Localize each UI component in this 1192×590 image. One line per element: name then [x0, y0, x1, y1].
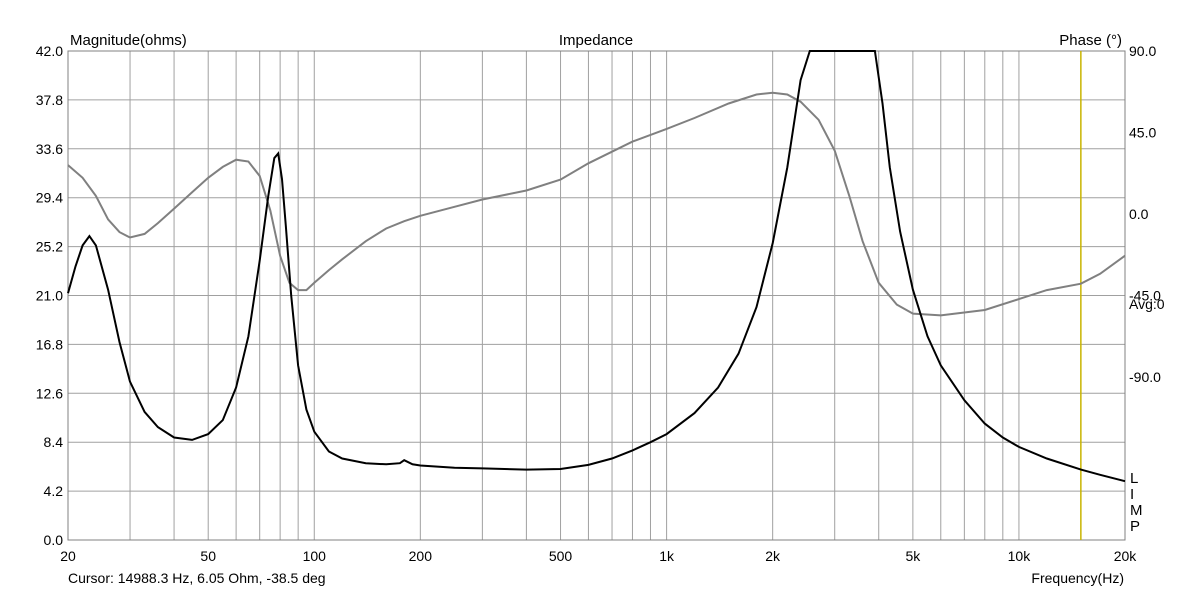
y-right-tick-labels: 90.0 45.0 0.0 -45.0 -90.0	[1129, 43, 1161, 385]
y-right-tick-label: -90.0	[1129, 369, 1161, 385]
cursor-readout: Cursor: 14988.3 Hz, 6.05 Ohm, -38.5 deg	[68, 570, 326, 586]
side-letter-l: L	[1130, 470, 1138, 487]
x-tick-label: 1k	[659, 548, 675, 564]
x-tick-labels: 20 50 100 200 500 1k 2k 5k 10k 20k	[60, 548, 1137, 564]
y-right-tick-label: 45.0	[1129, 125, 1156, 141]
side-letter-p: P	[1130, 518, 1140, 535]
x-tick-label: 100	[303, 548, 327, 564]
y-left-tick-label: 8.4	[44, 434, 64, 450]
side-letters: L I M P	[1130, 470, 1143, 535]
y-right-axis-label: Phase (°)	[1059, 32, 1122, 49]
side-letter-i: I	[1130, 486, 1134, 503]
y-left-tick-label: 4.2	[44, 483, 64, 499]
y-left-tick-label: 29.4	[36, 190, 63, 206]
x-axis-label: Frequency(Hz)	[1031, 570, 1124, 586]
y-left-tick-labels: 0.0 4.2 8.4 12.6 16.8 21.0 25.2 29.4 33.6 37.8 42.…	[36, 43, 63, 548]
y-left-tick-label: 12.6	[36, 385, 63, 401]
series-layer	[67, 50, 1126, 483]
y-right-tick-label: 90.0	[1129, 43, 1156, 59]
chart-title: Impedance	[559, 32, 633, 49]
x-tick-label: 10k	[1008, 548, 1032, 564]
series-line-phase	[67, 91, 1126, 317]
x-tick-label: 50	[200, 548, 216, 564]
y-left-tick-label: 33.6	[36, 141, 63, 157]
x-tick-label: 500	[549, 548, 573, 564]
y-left-tick-label: 0.0	[44, 532, 64, 548]
y-left-axis-label: Magnitude(ohms)	[70, 32, 187, 49]
x-tick-label: 20k	[1114, 548, 1138, 564]
x-tick-label: 2k	[765, 548, 781, 564]
series-line-magnitude	[67, 50, 1126, 483]
y-left-tick-label: 16.8	[36, 336, 63, 352]
y-left-tick-label: 37.8	[36, 92, 63, 108]
y-left-tick-label: 21.0	[36, 288, 63, 304]
side-letter-m: M	[1130, 502, 1143, 519]
avg-annotation: Avg:0	[1129, 296, 1165, 312]
y-left-tick-label: 42.0	[36, 43, 63, 59]
plot-frame	[67, 50, 1126, 541]
x-tick-label: 20	[60, 548, 76, 564]
x-tick-label: 5k	[905, 548, 921, 564]
y-right-tick-label: -45.0	[1129, 288, 1161, 304]
y-left-tick-label: 25.2	[36, 239, 63, 255]
x-tick-label: 200	[409, 548, 433, 564]
y-right-tick-label: 0.0	[1129, 206, 1149, 222]
